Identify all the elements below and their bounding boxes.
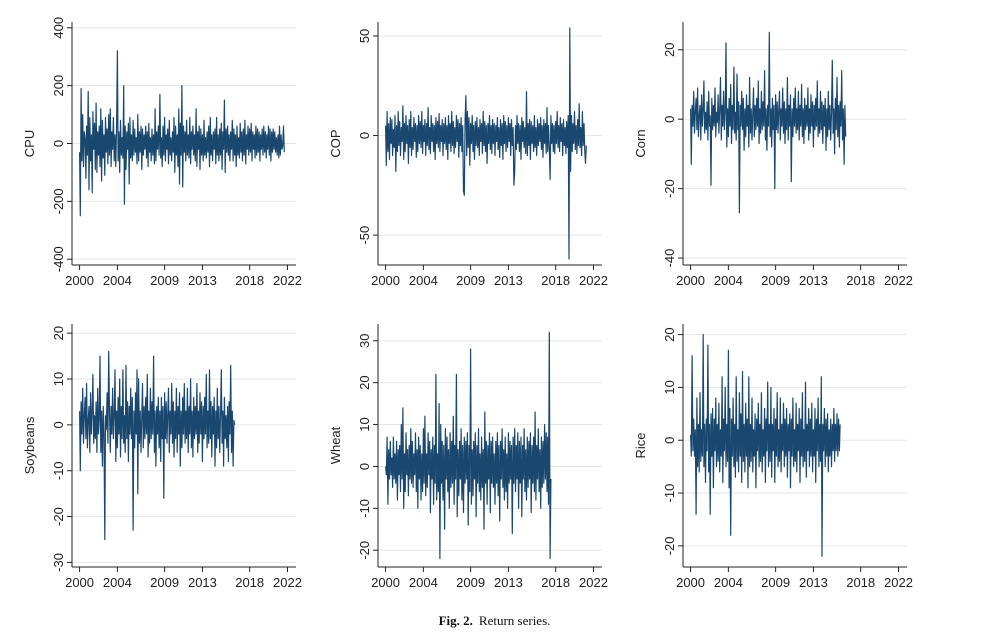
x-tick-label-3: 2013 <box>799 273 828 288</box>
caption-label: Fig. 2. <box>438 613 473 628</box>
x-tick-label-4: 2018 <box>235 575 264 590</box>
panel-rice: -20 -10 0 10 20 2000 2004 2009 2013 2018 2022 Rice <box>633 324 913 590</box>
x-tick-label-1: 2004 <box>103 575 132 590</box>
x-tick-label-2: 2009 <box>150 273 179 288</box>
y-axis-label: CPU <box>22 130 37 157</box>
series-line-wheat <box>385 331 552 560</box>
y-axis-label: Rice <box>633 432 648 458</box>
x-tick-label-2: 2009 <box>150 575 179 590</box>
y-tick-label-2: 0 <box>51 140 66 147</box>
y-tick-label-3: 200 <box>51 75 66 97</box>
panel-wheat: -20 -10 0 10 20 30 2000 2004 2009 2013 2018 2022 Whe… <box>328 324 608 590</box>
x-tick-label-3: 2013 <box>188 273 217 288</box>
y-tick-label-3: 10 <box>357 417 372 431</box>
x-tick-label-3: 2013 <box>799 575 828 590</box>
y-axis-label: Corn <box>633 129 648 157</box>
figure-caption: Fig. 2. Return series. <box>0 613 989 629</box>
x-tick-label-4: 2018 <box>541 273 570 288</box>
x-tick-label-5: 2022 <box>273 273 302 288</box>
series-line-soybeans <box>79 350 236 541</box>
panel-cpu: -400 -200 0 200 400 2000 2004 2009 2013 2018 2022 C… <box>22 17 302 288</box>
panel-cop: -50 0 50 2000 2004 2009 2013 2018 2022 COP <box>328 22 608 288</box>
y-tick-label-4: 20 <box>357 375 372 389</box>
y-tick-label-3: 0 <box>51 421 66 428</box>
y-tick-label-0: -50 <box>357 226 372 245</box>
x-tick-label-0: 2000 <box>65 273 94 288</box>
y-tick-label-1: -20 <box>662 179 677 198</box>
y-tick-label-0: -20 <box>357 541 372 560</box>
y-tick-label-0: -40 <box>662 249 677 268</box>
series-line-cop <box>385 27 587 260</box>
y-tick-label-4: 400 <box>51 17 66 39</box>
y-tick-label-2: 50 <box>357 29 372 43</box>
x-tick-label-1: 2004 <box>714 575 743 590</box>
x-tick-label-5: 2022 <box>884 575 913 590</box>
panel-soybeans: -30 -20 -10 0 10 20 2000 2004 2009 2013 2018 2022 So… <box>22 324 302 590</box>
x-tick-label-2: 2009 <box>456 273 485 288</box>
x-tick-label-1: 2004 <box>409 575 438 590</box>
y-tick-label-0: -20 <box>662 536 677 555</box>
panel-corn: -40 -20 0 20 2000 2004 2009 2013 2018 2022 Corn <box>633 22 913 288</box>
series-line-cpu <box>79 50 285 217</box>
y-tick-label-2: 0 <box>662 437 677 444</box>
y-tick-label-1: -10 <box>662 484 677 503</box>
x-tick-label-1: 2004 <box>103 273 132 288</box>
y-tick-label-2: -10 <box>51 461 66 480</box>
series-line-corn <box>690 31 847 214</box>
y-axis-label: COP <box>328 129 343 157</box>
x-tick-label-4: 2018 <box>846 575 875 590</box>
y-tick-label-1: -10 <box>357 499 372 518</box>
x-tick-label-3: 2013 <box>494 273 523 288</box>
x-tick-label-0: 2000 <box>676 273 705 288</box>
x-tick-label-3: 2013 <box>188 575 217 590</box>
x-tick-label-4: 2018 <box>846 273 875 288</box>
y-axis-label: Wheat <box>328 426 343 464</box>
y-tick-label-0: -400 <box>51 246 66 272</box>
x-tick-label-1: 2004 <box>714 273 743 288</box>
y-tick-label-4: 10 <box>51 372 66 386</box>
x-tick-label-3: 2013 <box>494 575 523 590</box>
x-tick-label-5: 2022 <box>884 273 913 288</box>
x-tick-label-1: 2004 <box>409 273 438 288</box>
x-tick-label-4: 2018 <box>235 273 264 288</box>
series-line-rice <box>690 334 841 558</box>
x-tick-label-4: 2018 <box>541 575 570 590</box>
y-tick-label-1: -200 <box>51 188 66 214</box>
x-tick-label-2: 2009 <box>761 273 790 288</box>
y-tick-label-3: 10 <box>662 380 677 394</box>
y-tick-label-1: 0 <box>357 132 372 139</box>
y-tick-label-3: 20 <box>662 43 677 57</box>
y-tick-label-5: 30 <box>357 334 372 348</box>
x-tick-label-0: 2000 <box>65 575 94 590</box>
x-tick-label-0: 2000 <box>676 575 705 590</box>
y-tick-label-2: 0 <box>357 463 372 470</box>
y-tick-label-5: 20 <box>51 326 66 340</box>
x-tick-label-0: 2000 <box>371 273 400 288</box>
caption-text: Return series. <box>478 613 551 628</box>
x-tick-label-2: 2009 <box>761 575 790 590</box>
y-tick-label-1: -20 <box>51 507 66 526</box>
x-tick-label-5: 2022 <box>579 273 608 288</box>
x-tick-label-2: 2009 <box>456 575 485 590</box>
y-tick-label-2: 0 <box>662 116 677 123</box>
x-tick-label-5: 2022 <box>579 575 608 590</box>
x-tick-label-0: 2000 <box>371 575 400 590</box>
y-axis-label: Soybeans <box>22 416 37 474</box>
y-tick-label-0: -30 <box>51 553 66 572</box>
x-tick-label-5: 2022 <box>273 575 302 590</box>
y-tick-label-4: 20 <box>662 327 677 341</box>
